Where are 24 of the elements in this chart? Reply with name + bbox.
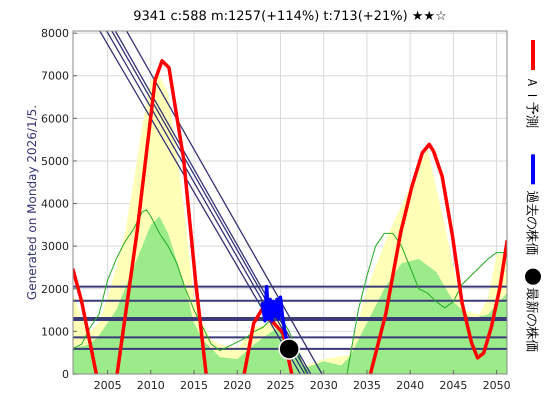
x-tick-label: 2040	[396, 379, 424, 392]
x-tick-label: 2010	[136, 379, 165, 392]
legend-label: 最新の株価	[524, 288, 539, 353]
y-tick-label: 6000	[41, 112, 69, 126]
y-tick-label: 7000	[41, 70, 69, 83]
y-tick-label: 2000	[41, 282, 69, 296]
legend-label: ＡＩ予測	[524, 76, 539, 128]
x-tick-label: 2020	[223, 379, 252, 392]
y-tick-label: 8000	[41, 27, 69, 40]
x-tick-label: 2030	[310, 379, 338, 392]
chart-title: 9341 c:588 m:1257(+114%) t:713(+21%) ★★☆	[133, 9, 447, 24]
y-tick-label: 5000	[41, 154, 69, 168]
y-tick-label: 4000	[41, 198, 69, 211]
legend-label: 過去の株価	[524, 190, 539, 256]
y-axis-title: Generated on Monday 2026/1/5.	[25, 104, 39, 300]
y-tick-label: 1000	[41, 325, 69, 338]
x-tick-label: 2025	[266, 379, 294, 392]
x-tick-label: 2035	[352, 379, 381, 392]
y-tick-label: 0	[62, 368, 69, 381]
y-tick-label: 3000	[41, 240, 69, 254]
x-tick-label: 2015	[180, 379, 208, 392]
x-tick-label: 2005	[94, 379, 122, 392]
x-tick-label: 2045	[439, 379, 468, 392]
x-tick-label: 2050	[482, 379, 511, 392]
